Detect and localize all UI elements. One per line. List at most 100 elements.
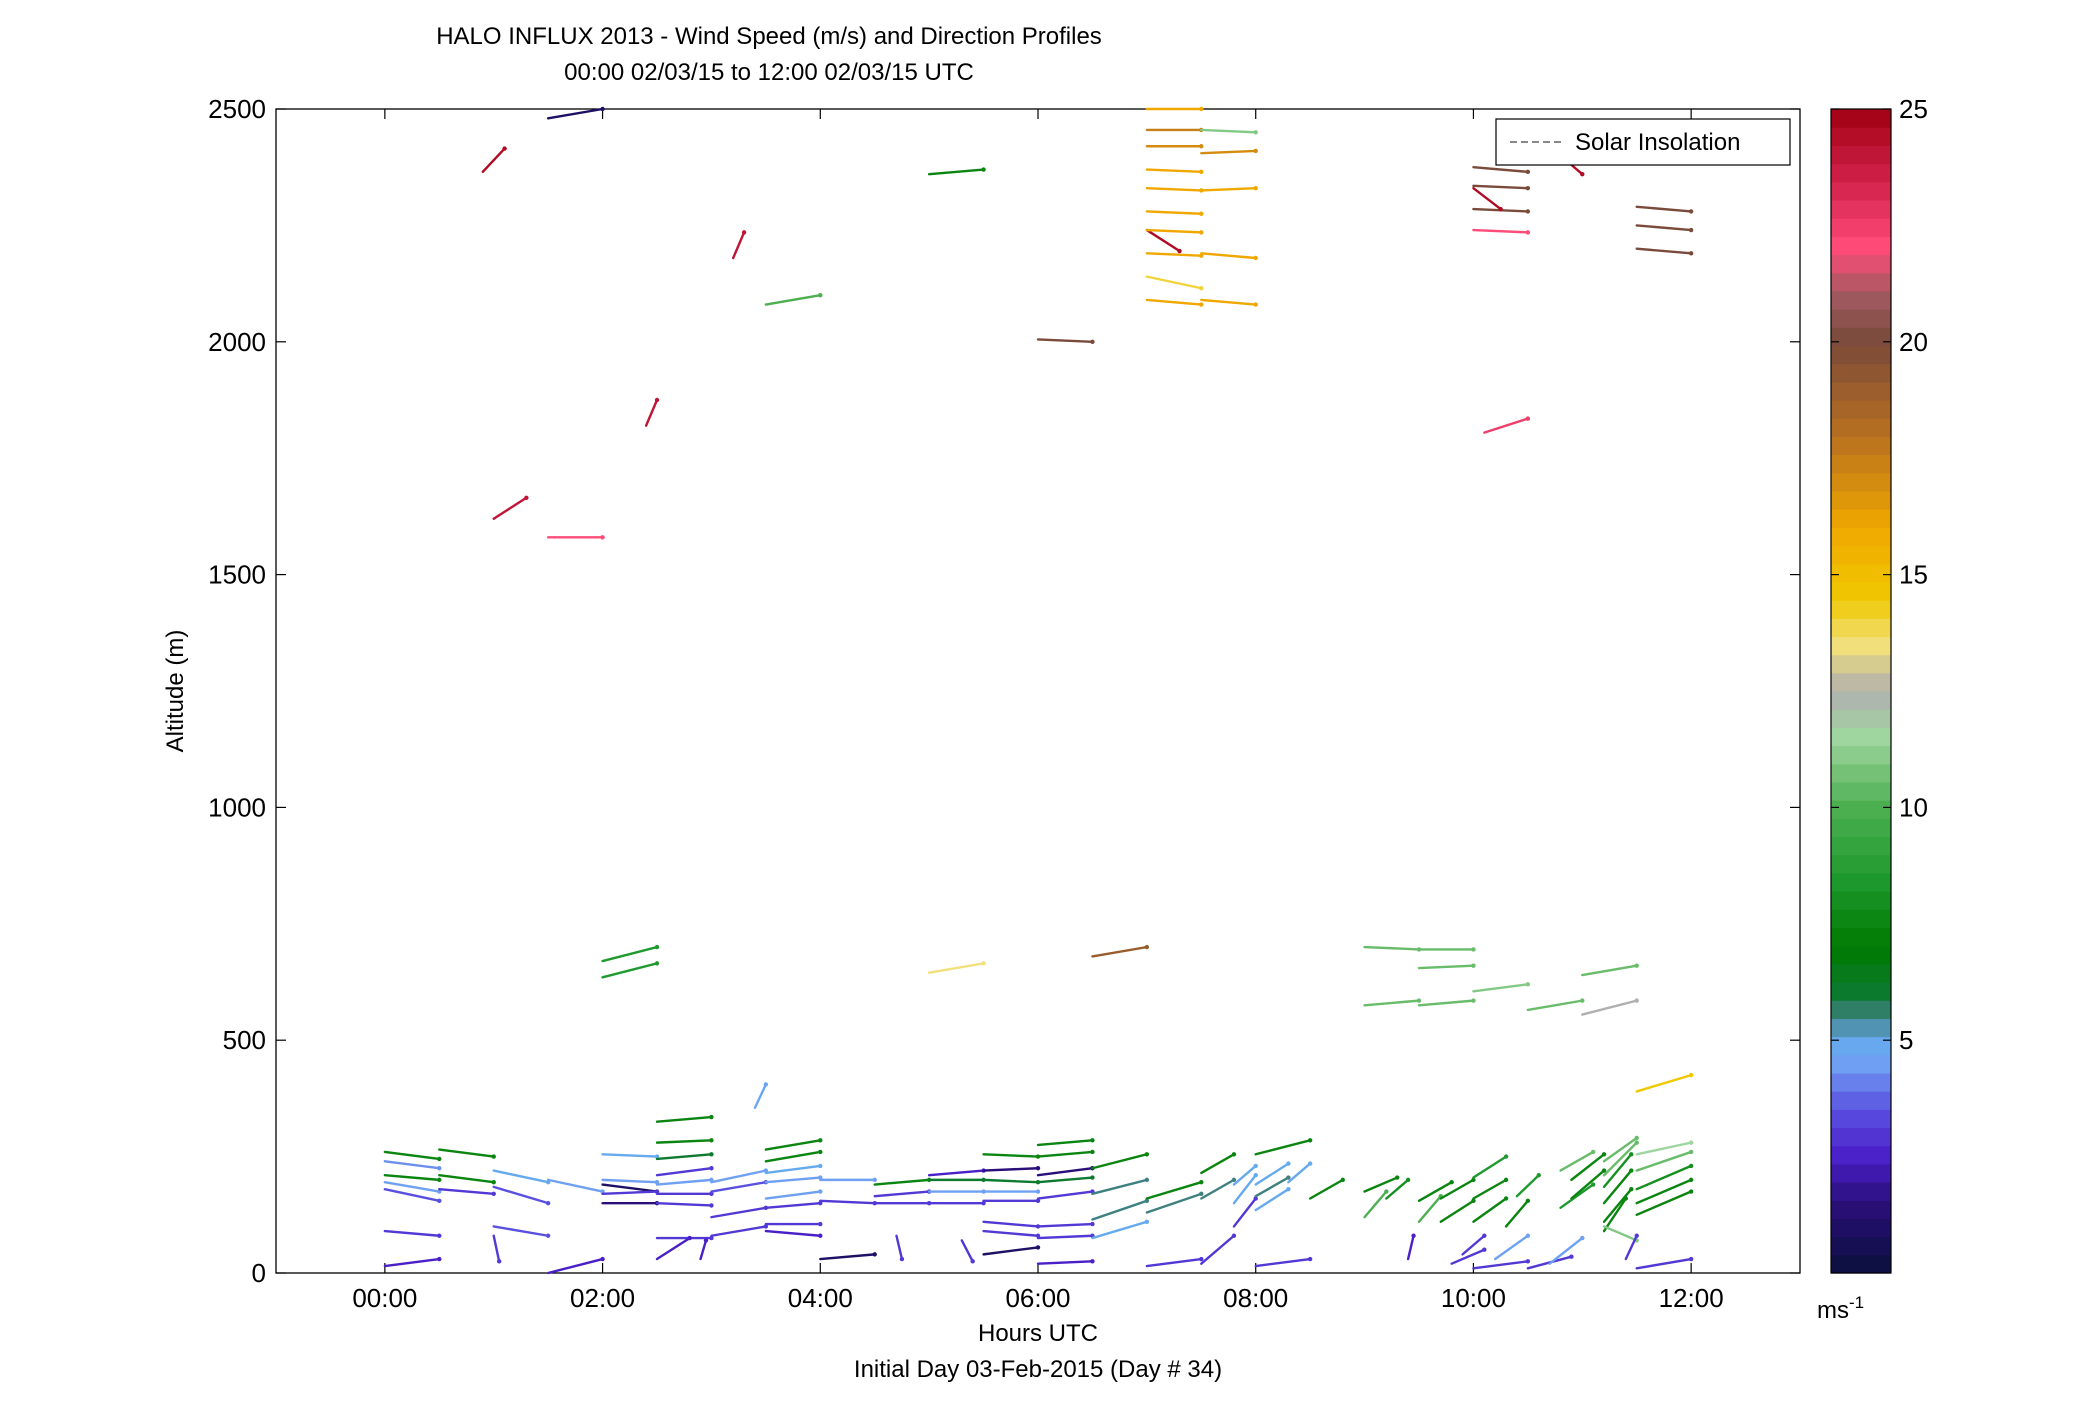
wind-vector-head	[818, 293, 823, 298]
wind-vector-head	[1503, 1196, 1509, 1201]
wind-vector-head	[1525, 209, 1531, 214]
wind-vector-head	[1199, 1180, 1204, 1185]
wind-vector	[1472, 1260, 1530, 1270]
colorbar-band	[1831, 672, 1891, 692]
wind-vector	[1417, 1194, 1442, 1223]
colorbar-band	[1831, 527, 1891, 547]
plot-frame	[275, 108, 1801, 1274]
colorbar-band	[1831, 563, 1891, 583]
wind-vector-head	[1688, 209, 1694, 214]
wind-vector	[1091, 1199, 1149, 1221]
wind-vector	[819, 1199, 876, 1205]
colorbar-band	[1831, 272, 1891, 292]
wind-vector-head	[1498, 206, 1503, 212]
wind-vector	[1581, 999, 1638, 1016]
wind-vector	[1232, 1174, 1257, 1205]
wind-vector-head	[1590, 1149, 1596, 1155]
wind-vector	[438, 1174, 495, 1184]
wind-vector	[1439, 1178, 1475, 1200]
wind-vector-head	[1035, 1198, 1041, 1204]
wind-vector-head	[1525, 169, 1531, 175]
wind-vector-head	[496, 1259, 502, 1264]
wind-vector	[546, 1257, 604, 1275]
colorbar-band	[1831, 982, 1891, 1001]
wind-vector	[1493, 1234, 1530, 1261]
wind-vector-head	[1471, 1198, 1476, 1204]
wind-vector	[1145, 186, 1203, 192]
wind-vector-head	[1629, 1152, 1634, 1157]
wind-vector	[383, 1229, 441, 1237]
colorbar-band	[1831, 1200, 1891, 1220]
wind-vector-head	[1471, 998, 1476, 1003]
wind-vector	[601, 962, 659, 979]
colorbar-tick-label: 10	[1899, 792, 1928, 822]
wind-vector-head	[981, 961, 986, 966]
wind-vector	[655, 1115, 713, 1123]
wind-vector	[982, 1153, 1040, 1158]
wind-vector	[927, 1169, 985, 1177]
colorbar: 5 10 15 20 25 ms-1	[1817, 94, 1928, 1324]
colorbar-ticks: 5 10 15 20 25	[1831, 94, 1928, 1055]
wind-vector	[546, 107, 604, 120]
wind-vector	[1439, 1199, 1475, 1223]
wind-vector	[699, 1239, 708, 1261]
wind-vector-head	[1253, 302, 1258, 307]
wind-vector	[1308, 1178, 1345, 1200]
wind-vector	[601, 1153, 659, 1158]
x-tick-label: 10:00	[1441, 1283, 1506, 1313]
wind-vector	[1254, 1176, 1290, 1198]
wind-vector-head	[1688, 1072, 1694, 1078]
colorbar-band	[1831, 927, 1891, 947]
wind-vector	[819, 1253, 876, 1261]
wind-vector	[764, 1176, 822, 1184]
wind-vector-head	[981, 167, 986, 172]
wind-vector-head	[1688, 1163, 1694, 1169]
wind-vector-head	[818, 1233, 823, 1238]
colorbar-band	[1831, 836, 1891, 856]
colorbar-bands	[1831, 109, 1891, 1274]
wind-vector-head	[654, 961, 660, 966]
wind-vector	[1570, 1169, 1606, 1200]
plot-area: 0 500 1000 1500 2000 2500 00:00 02:00 04:00 06:0…	[208, 94, 1801, 1313]
chart-title-line2: 00:00 02/03/15 to 12:00 02/03/15 UTC	[564, 59, 974, 86]
wind-vector-head	[1525, 982, 1531, 987]
wind-vector	[895, 1234, 904, 1261]
wind-vector	[655, 1201, 713, 1207]
wind-vector-head	[1253, 1173, 1258, 1178]
colorbar-band	[1831, 1254, 1891, 1274]
wind-vector-head	[1590, 1182, 1596, 1187]
wind-vector-head	[1569, 1254, 1574, 1259]
wind-vector	[1515, 1174, 1540, 1198]
wind-vector-head	[1580, 998, 1585, 1003]
wind-vector	[601, 945, 659, 963]
wind-vector	[1036, 1234, 1094, 1240]
wind-vector	[1036, 1176, 1094, 1184]
wind-vector-head	[1035, 1245, 1041, 1250]
wind-vector	[1635, 1150, 1693, 1172]
wind-vector	[1254, 1257, 1312, 1268]
wind-vector	[1232, 1197, 1257, 1228]
wind-vector	[1363, 999, 1421, 1007]
wind-vector	[982, 1178, 1040, 1184]
colorbar-band	[1831, 800, 1891, 819]
colorbar-band	[1831, 872, 1891, 892]
wind-vector-head	[1525, 1198, 1531, 1204]
wind-vector	[1602, 1169, 1633, 1205]
wind-vector	[1635, 247, 1693, 255]
wind-vector	[1559, 1150, 1595, 1172]
colorbar-band	[1831, 781, 1891, 801]
wind-vector	[1602, 1153, 1633, 1189]
colorbar-band	[1831, 327, 1891, 347]
colorbar-band	[1831, 636, 1891, 656]
wind-vector	[1145, 228, 1181, 253]
wind-vector	[1254, 1187, 1290, 1212]
wind-vector-head	[1199, 1191, 1204, 1197]
wind-vector	[655, 1139, 713, 1144]
wind-vector	[753, 1083, 768, 1109]
wind-vector	[1624, 1234, 1638, 1261]
wind-vector	[960, 1239, 974, 1263]
wind-vector-head	[872, 1177, 877, 1183]
x-tick-label: 12:00	[1659, 1283, 1724, 1313]
colorbar-unit: ms	[1817, 1297, 1849, 1324]
wind-vector-head	[872, 1252, 877, 1257]
